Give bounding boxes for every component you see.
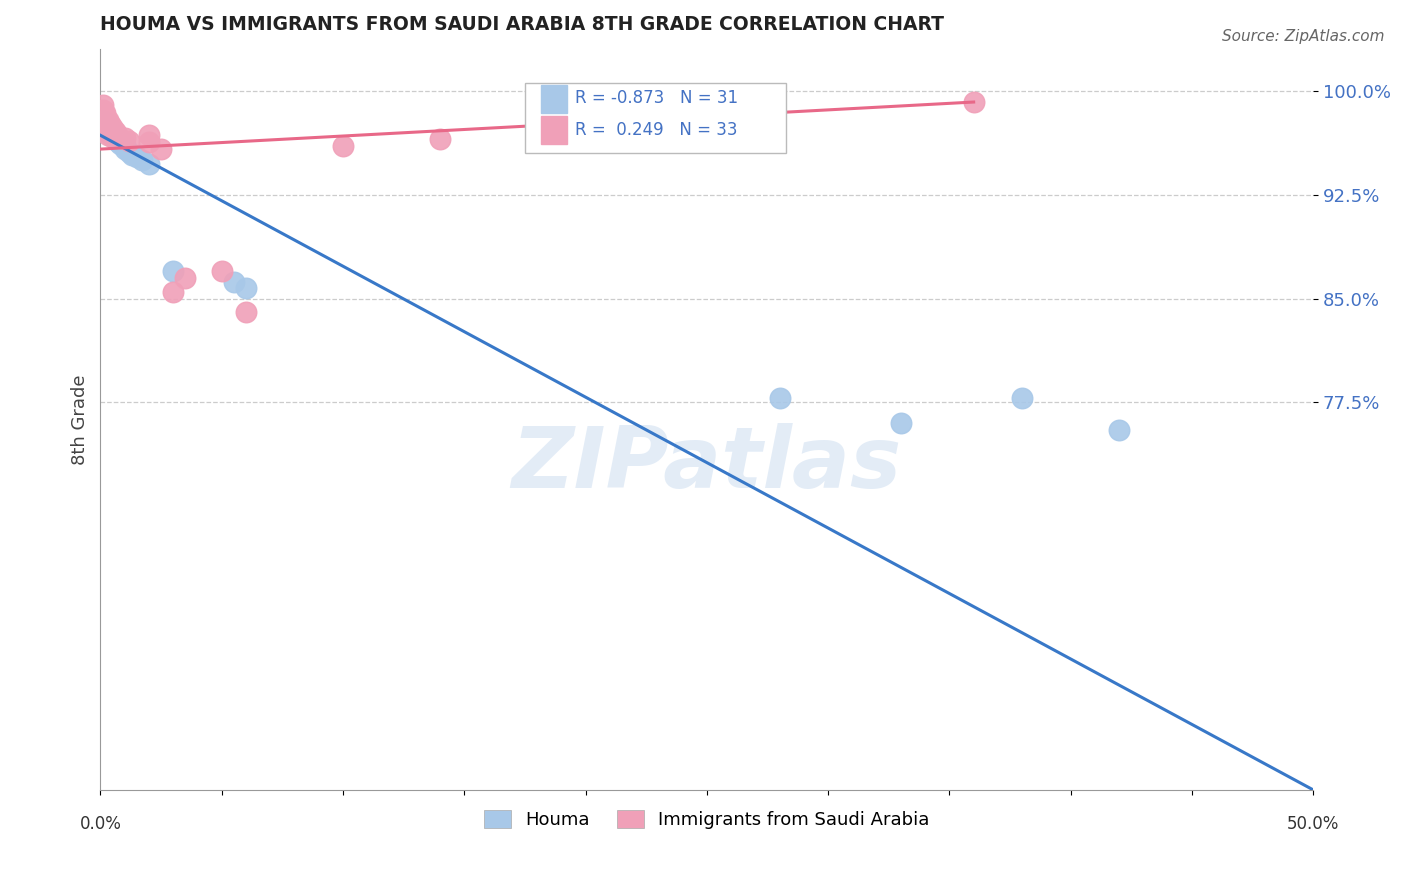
Text: Source: ZipAtlas.com: Source: ZipAtlas.com: [1222, 29, 1385, 45]
Point: [114, 142, 136, 156]
Text: 0.0%: 0.0%: [79, 814, 121, 833]
Point: [91, 97, 114, 112]
Point: [222, 275, 245, 289]
Point: [138, 157, 160, 171]
Point: [768, 391, 790, 405]
Point: [91, 114, 114, 128]
Point: [111, 135, 134, 149]
Legend: Houma, Immigrants from Saudi Arabia: Houma, Immigrants from Saudi Arabia: [477, 803, 936, 837]
FancyBboxPatch shape: [541, 85, 568, 113]
Point: [114, 131, 136, 145]
Point: [138, 128, 160, 143]
Point: [98, 121, 121, 136]
Point: [91, 114, 114, 128]
Point: [91, 109, 114, 123]
Text: HOUMA VS IMMIGRANTS FROM SAUDI ARABIA 8TH GRADE CORRELATION CHART: HOUMA VS IMMIGRANTS FROM SAUDI ARABIA 8T…: [100, 15, 945, 34]
Point: [98, 126, 121, 140]
Point: [94, 122, 117, 136]
Text: R = -0.873   N = 31: R = -0.873 N = 31: [575, 89, 738, 107]
Text: R =  0.249   N = 33: R = 0.249 N = 33: [575, 120, 737, 138]
Point: [101, 120, 124, 134]
Point: [211, 264, 233, 278]
Point: [963, 95, 986, 109]
Point: [150, 142, 173, 156]
Point: [98, 117, 121, 131]
Point: [131, 153, 153, 168]
Point: [138, 135, 160, 149]
Point: [97, 122, 120, 136]
Point: [94, 124, 117, 138]
Point: [118, 145, 141, 159]
Point: [97, 124, 120, 138]
Point: [125, 150, 148, 164]
Point: [98, 122, 121, 136]
Point: [98, 127, 121, 141]
Point: [101, 128, 124, 143]
Point: [97, 117, 120, 131]
Point: [97, 119, 120, 133]
Point: [94, 112, 117, 126]
Point: [104, 131, 127, 145]
Point: [235, 305, 257, 319]
Text: 50.0%: 50.0%: [1286, 814, 1340, 833]
Y-axis label: 8th Grade: 8th Grade: [72, 375, 89, 465]
Point: [174, 270, 197, 285]
Point: [104, 127, 127, 141]
Point: [332, 139, 354, 153]
Point: [114, 137, 136, 152]
Point: [121, 147, 143, 161]
Point: [118, 134, 141, 148]
Point: [235, 280, 257, 294]
Point: [429, 132, 451, 146]
Point: [1011, 391, 1033, 405]
Point: [108, 136, 131, 151]
Point: [101, 126, 124, 140]
Point: [97, 113, 120, 128]
Point: [162, 285, 184, 299]
Point: [162, 264, 184, 278]
Point: [623, 126, 645, 140]
Point: [94, 106, 117, 120]
Point: [105, 129, 128, 144]
Point: [94, 120, 117, 134]
Point: [1108, 423, 1130, 437]
Point: [91, 119, 114, 133]
Point: [101, 124, 124, 138]
Point: [105, 127, 128, 141]
Point: [108, 132, 131, 146]
Point: [101, 129, 124, 144]
Point: [94, 117, 117, 131]
Point: [104, 124, 127, 138]
FancyBboxPatch shape: [541, 116, 568, 145]
Point: [105, 134, 128, 148]
Point: [91, 103, 114, 118]
FancyBboxPatch shape: [524, 83, 786, 153]
Text: ZIPatlas: ZIPatlas: [512, 423, 901, 506]
Point: [97, 128, 120, 143]
Point: [890, 416, 912, 430]
